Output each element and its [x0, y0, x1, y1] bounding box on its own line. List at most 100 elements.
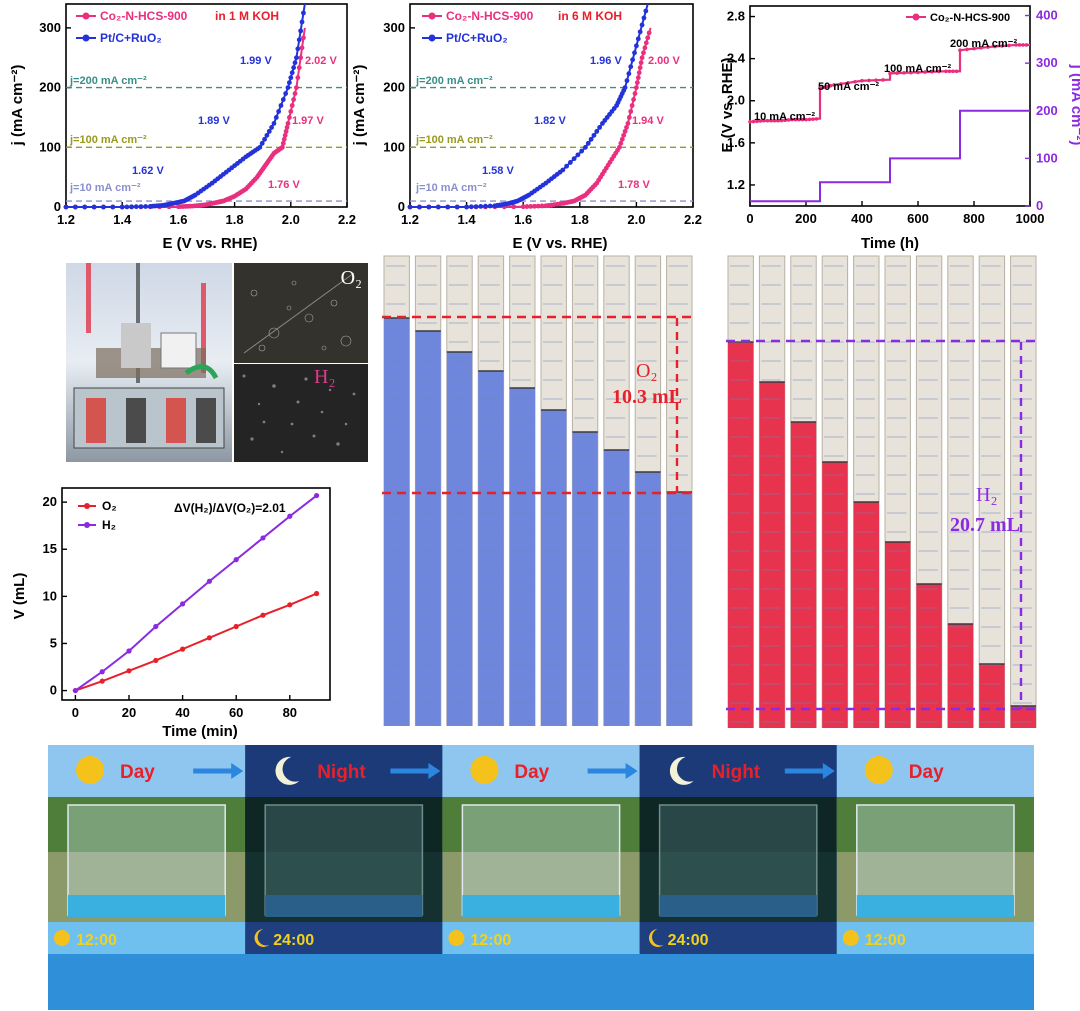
series-point	[564, 163, 569, 169]
arrow-head-icon	[231, 763, 244, 779]
y-right-tick-label: 200	[1036, 103, 1058, 118]
volume-point	[153, 657, 159, 664]
series-point	[625, 121, 631, 126]
series-point	[631, 97, 636, 102]
stability-ann-50: 50 mA cm⁻²	[818, 81, 879, 93]
series-point	[571, 156, 577, 162]
potential-point	[755, 119, 759, 124]
potential-point	[786, 118, 791, 122]
night-label: Night	[317, 762, 366, 783]
series-point	[532, 203, 537, 209]
plot-frame	[61, 487, 331, 701]
x-tick-label: 1.2	[57, 212, 75, 227]
series-point	[637, 65, 643, 71]
potential-point	[1000, 44, 1004, 48]
tank-water	[462, 895, 620, 917]
night-label: Night	[712, 762, 761, 783]
series-point	[285, 121, 291, 126]
series-point	[426, 204, 432, 210]
volume-point	[233, 557, 239, 563]
series-point	[266, 128, 272, 134]
series-point	[296, 65, 302, 71]
series-point	[286, 80, 292, 86]
series-point	[624, 124, 629, 130]
volume-point	[260, 535, 266, 541]
y-tick-label: 100	[383, 139, 405, 154]
moon-small-icon	[254, 929, 270, 947]
burette-tube	[1010, 255, 1037, 728]
tank-water	[659, 895, 817, 917]
water-band	[245, 954, 443, 1010]
stability-legend: Co₂-N-HCS-900	[930, 12, 1010, 24]
lsv-1m-legend-pt: Pt/C+RuO₂	[100, 31, 162, 45]
series-point	[468, 204, 474, 210]
potential-point	[772, 118, 777, 123]
potential-point	[947, 69, 952, 74]
potential-point	[793, 117, 798, 122]
hedge	[836, 797, 1034, 852]
potential-point	[797, 117, 801, 122]
potential-point	[807, 117, 812, 122]
series-point	[639, 22, 645, 28]
x-tick-label: 1.4	[113, 212, 132, 227]
lsv-6m-legend-co: Co₂-N-HCS-900	[446, 9, 534, 23]
series-point	[464, 204, 469, 210]
potential-point	[944, 69, 948, 74]
o2-volume-value: 10.3 mL	[612, 386, 682, 408]
moon-icon	[669, 756, 694, 785]
time-bar	[442, 922, 640, 954]
series-point	[643, 40, 649, 46]
series-point	[628, 109, 634, 114]
volume-point	[153, 623, 159, 630]
series-point	[639, 55, 645, 61]
y-tick-label: 1.2	[727, 177, 745, 192]
series-point	[594, 128, 600, 134]
h2-volume-gas: H₂	[976, 484, 998, 506]
lsv-1m-ref-100: j=100 mA cm⁻²	[69, 134, 147, 146]
burette-liquid	[635, 472, 661, 726]
lsv-1m-ref-10: j=10 mA cm⁻²	[69, 182, 141, 194]
burette-liquid	[790, 422, 817, 728]
lsv-6m-electrolyte: in 6 M KOH	[558, 9, 622, 23]
series-point	[301, 10, 306, 16]
sun-icon	[470, 756, 499, 784]
volume-point	[314, 590, 320, 597]
y-tick-label: 5	[50, 635, 57, 650]
potential-point	[821, 85, 826, 90]
potential-point	[814, 117, 819, 121]
burette-liquid	[759, 382, 785, 728]
lsv-1m-xlabel: E (V vs. RHE)	[162, 235, 257, 252]
gas-volume-legend-h2: H₂	[102, 518, 116, 532]
h2-tag: H₂	[314, 366, 336, 388]
series-point	[271, 121, 277, 126]
day-night-strip: Day 12:00 Night 24:00 Day 12:00 Night 24:00 Day 1…	[48, 745, 1034, 1010]
potential-point	[758, 119, 763, 123]
potential-point	[902, 71, 906, 75]
x-tick-label: 1.6	[169, 212, 187, 227]
series-point	[626, 71, 632, 77]
stability-ann-10: 10 mA cm⁻²	[754, 111, 815, 123]
series-point	[585, 140, 591, 146]
series-point	[278, 103, 284, 108]
potential-point	[954, 69, 959, 74]
gas-volume-ratio: ΔV(H₂)/ΔV(O₂)=2.01	[174, 501, 286, 515]
x-tick-label: 1000	[1016, 211, 1045, 226]
clock-label: 24:00	[668, 932, 709, 949]
series-point	[642, 45, 648, 51]
series-point	[284, 124, 290, 130]
potential-point	[832, 83, 836, 87]
potential-point	[937, 69, 941, 74]
series-point	[288, 75, 294, 81]
potential-point	[930, 69, 934, 74]
series-point	[283, 128, 289, 134]
series-point	[641, 50, 646, 56]
volume-line	[75, 592, 317, 692]
time-bar	[639, 922, 837, 954]
volume-point	[180, 601, 186, 607]
volume-point	[180, 646, 186, 652]
lsv-6m-ann-158: 1.58 V	[482, 165, 514, 177]
series-point	[291, 97, 297, 102]
water-band	[48, 954, 246, 1010]
x-tick-label: 1.2	[401, 212, 419, 227]
series-point	[124, 204, 130, 210]
